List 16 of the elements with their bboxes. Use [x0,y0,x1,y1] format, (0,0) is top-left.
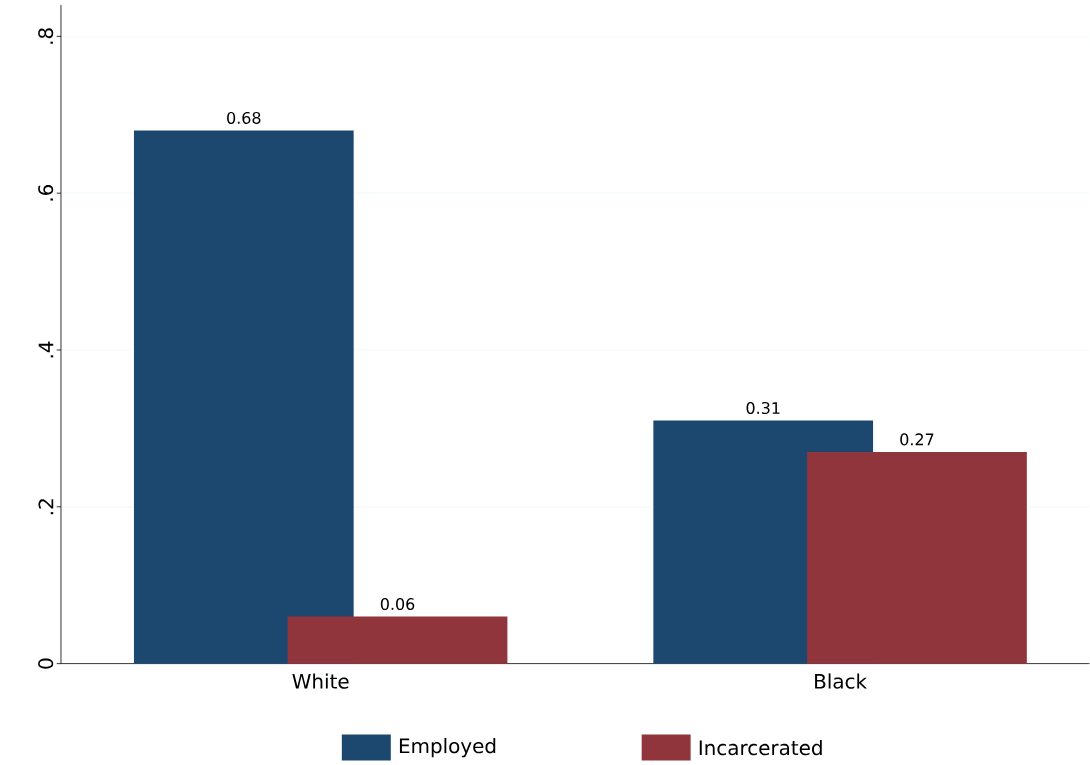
y-tick-label: .6 [38,185,54,201]
data-label: 0.31 [746,402,780,415]
x-tick-label: Black [815,673,867,690]
legend-label: Incarcerated [699,740,822,756]
y-tick-label: .2 [38,499,54,515]
x-tick-label: White [292,673,349,690]
bar [807,452,1027,664]
legend-label: Employed [399,738,496,758]
y-tick-label: 0 [38,658,54,669]
bar [287,616,508,664]
data-label: 0.27 [900,433,934,446]
y-tick-label: .8 [38,28,54,44]
data-label: 0.06 [380,598,415,611]
data-label: 0.68 [227,112,261,125]
y-tick-label: .4 [38,341,54,358]
bar [133,130,354,664]
